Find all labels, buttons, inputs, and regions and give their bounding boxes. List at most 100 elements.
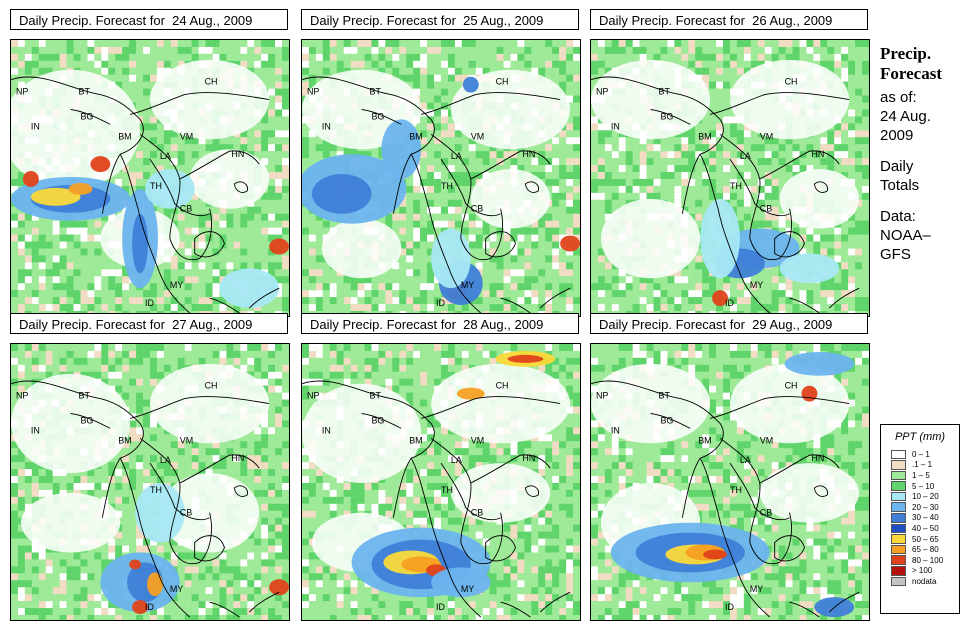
precip-cell <box>129 46 137 54</box>
precip-cell <box>434 67 441 75</box>
precip-cell <box>275 262 283 270</box>
precip-cell <box>282 81 289 89</box>
precip-cell <box>268 192 276 200</box>
precip-cell <box>750 144 758 152</box>
precip-cell <box>156 283 164 291</box>
precip-cell <box>834 227 842 235</box>
precip-cell <box>573 269 580 277</box>
precip-cell <box>841 269 849 277</box>
precip-cell <box>282 88 289 96</box>
precip-cell <box>730 109 737 117</box>
precip-cell <box>723 178 730 186</box>
precip-cell <box>254 67 262 75</box>
precip-cell <box>52 227 60 235</box>
precip-cell <box>639 165 647 173</box>
precip-cell <box>799 40 807 47</box>
precip-cell <box>163 60 171 68</box>
precip-cell <box>156 344 164 351</box>
precip-cell <box>566 40 574 47</box>
precip-cell <box>841 165 849 173</box>
precip-cell <box>639 304 647 312</box>
precip-cell <box>150 344 157 351</box>
precip-cell <box>552 46 560 54</box>
precip-cell <box>371 53 379 61</box>
precip-cell <box>639 46 647 54</box>
precip-cell <box>254 350 262 358</box>
precip-cell <box>597 276 605 284</box>
precip-cell <box>848 74 856 82</box>
precip-cell <box>275 255 283 263</box>
precip-cell <box>108 304 116 312</box>
precip-cell <box>80 53 88 61</box>
country-border <box>361 109 402 125</box>
precip-cell <box>799 165 807 173</box>
precip-cell <box>101 297 109 305</box>
precip-cell <box>66 248 74 256</box>
precip-cell <box>559 130 567 138</box>
precip-cell <box>261 255 269 263</box>
precip-cell <box>482 46 490 54</box>
precip-cell <box>392 297 400 305</box>
precip-cell <box>447 151 455 159</box>
precip-cell <box>573 74 580 82</box>
precip-cell <box>834 255 842 263</box>
precip-cell <box>764 185 772 193</box>
precip-cell <box>282 276 289 284</box>
precip-cell <box>52 350 60 358</box>
precip-cell <box>434 95 441 103</box>
precip-cell <box>275 102 283 110</box>
precip-cell <box>308 130 316 138</box>
precip-cell <box>674 283 682 291</box>
precip-cell <box>764 144 772 152</box>
precip-cell <box>764 178 772 186</box>
precip-cell <box>108 276 116 284</box>
precip-cell <box>17 248 25 256</box>
precip-cell <box>552 241 560 249</box>
precip-cell <box>573 213 580 221</box>
precip-cell <box>625 297 633 305</box>
precip-cell <box>441 206 448 214</box>
precip-cell <box>723 46 730 54</box>
precip-cell <box>17 269 25 277</box>
precip-cell <box>489 255 497 263</box>
precip-cell <box>702 60 710 68</box>
precip-cell <box>646 46 654 54</box>
precip-cell <box>434 199 441 207</box>
precip-cell <box>184 297 192 305</box>
precip-cell <box>45 283 53 291</box>
precip-cell <box>855 185 863 193</box>
precip-cell <box>261 227 269 235</box>
precip-cell <box>639 158 647 166</box>
precip-cell <box>591 40 598 47</box>
precip-cell <box>723 67 730 75</box>
country-label-bt: BT <box>659 87 671 97</box>
precip-cell <box>820 130 828 138</box>
precip-cell <box>413 213 421 221</box>
precip-cell <box>357 60 365 68</box>
precip-cell <box>129 165 137 173</box>
precip-cell <box>848 144 856 152</box>
precip-cell <box>315 248 323 256</box>
precip-cell <box>420 109 428 117</box>
precip-cell <box>538 262 546 270</box>
precip-cell <box>716 102 724 110</box>
precip-cell <box>275 304 283 312</box>
precip-cell <box>820 234 828 242</box>
precip-cell <box>591 255 598 263</box>
precip-cell <box>573 290 580 298</box>
precip-cell <box>461 53 469 61</box>
precip-cell <box>559 165 567 173</box>
precip-cell <box>524 53 532 61</box>
precip-cell <box>191 276 199 284</box>
precip-cell <box>841 172 849 179</box>
precip-cell <box>150 151 157 159</box>
precip-cell <box>184 283 192 291</box>
precip-cell <box>785 46 793 54</box>
precip-cell <box>45 241 53 249</box>
precip-cell <box>233 304 241 312</box>
precip-cell <box>604 297 612 305</box>
precip-cell <box>820 290 828 298</box>
precip-cell <box>716 60 724 68</box>
precip-cell <box>205 144 213 152</box>
precip-cell <box>545 144 553 152</box>
